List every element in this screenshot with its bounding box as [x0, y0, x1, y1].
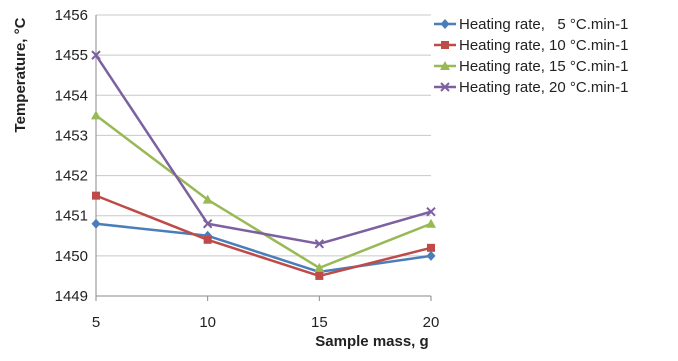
data-point-3-triangle-marker	[426, 218, 436, 228]
legend-item-1: Heating rate, 5 °C.min-1	[434, 16, 628, 33]
legend-diamond-marker	[440, 19, 450, 29]
data-point-4-x-marker-stroke	[314, 239, 325, 249]
legend: Heating rate, 5 °C.min-1 Heating rate, 10…	[434, 16, 628, 96]
data-point-4-x-marker	[202, 219, 213, 229]
x-tick-label: 20	[423, 314, 440, 331]
data-point-4-x-marker	[91, 50, 101, 60]
data-point-3-triangle-marker	[314, 262, 325, 272]
tick-labels: 1449 1450 1451 1452 1453 1454 1455 1456 5 10 15 20	[55, 7, 440, 331]
data-point-3-triangle-marker	[202, 194, 213, 204]
legend-triangle-marker	[440, 61, 450, 70]
y-tick-label: 1451	[55, 208, 88, 225]
x-tick-label: 10	[199, 314, 216, 331]
legend-x-marker	[440, 82, 450, 92]
data-point-4-x-marker-stroke	[91, 50, 101, 60]
data-point-2-square-marker	[427, 243, 435, 252]
axes	[95, 15, 432, 301]
legend-label: Heating rate, 15 °C.min-1	[459, 58, 628, 75]
x-axis-title: Sample mass, g	[315, 333, 428, 350]
data-point-2-square-marker	[203, 235, 212, 244]
data-point-4-x-marker	[314, 239, 325, 249]
series-1	[91, 218, 436, 277]
x-tick-label: 15	[311, 314, 328, 331]
data-point-4-x-marker-stroke	[202, 219, 213, 229]
series	[91, 50, 436, 280]
data-point-1-diamond-marker	[91, 218, 101, 229]
series-line-1	[95, 222, 432, 274]
legend-item-2: Heating rate, 10 °C.min-1	[434, 37, 628, 54]
y-tick-label: 1450	[55, 248, 88, 265]
data-point-2-square-marker	[315, 271, 324, 280]
series-2	[92, 191, 435, 280]
data-point-2-square-marker	[92, 191, 100, 200]
series-3	[91, 110, 436, 272]
series-line-2	[95, 194, 432, 278]
y-tick-label: 1456	[55, 7, 88, 24]
y-tick-label: 1454	[55, 87, 88, 104]
legend-square-marker	[441, 41, 449, 49]
data-point-1-diamond-marker	[426, 250, 436, 261]
series-line-4	[94, 54, 432, 246]
y-tick-label: 1449	[55, 288, 88, 305]
legend-x-marker-stroke	[440, 82, 450, 92]
y-tick-label: 1452	[55, 168, 88, 185]
legend-item-3: Heating rate, 15 °C.min-1	[434, 58, 628, 75]
data-point-4-x-marker-stroke	[426, 206, 436, 217]
legend-label: Heating rate, 10 °C.min-1	[459, 37, 628, 54]
gridlines	[96, 14, 431, 257]
legend-item-4: Heating rate, 20 °C.min-1	[434, 79, 628, 96]
data-point-4-x-marker	[426, 206, 436, 217]
y-tick-label: 1455	[55, 47, 88, 64]
series-4	[91, 50, 436, 249]
data-point-3-triangle-marker	[91, 110, 101, 120]
legend-label: Heating rate, 5 °C.min-1	[459, 16, 628, 33]
y-tick-label: 1453	[55, 127, 88, 144]
y-axis-title: Temperature, °C	[12, 17, 29, 132]
x-tick-label: 5	[92, 314, 100, 331]
series-line-3	[95, 114, 432, 270]
legend-label: Heating rate, 20 °C.min-1	[459, 79, 628, 96]
